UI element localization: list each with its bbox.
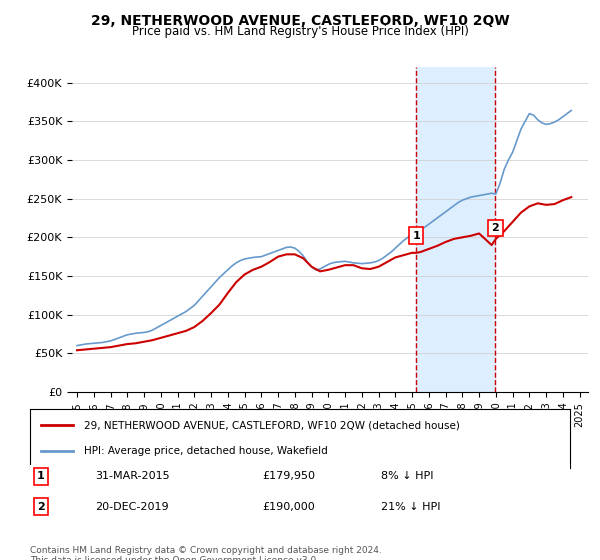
Text: 20-DEC-2019: 20-DEC-2019 xyxy=(95,502,169,512)
Bar xyxy=(416,67,496,392)
Text: £179,950: £179,950 xyxy=(262,472,315,482)
Text: 8% ↓ HPI: 8% ↓ HPI xyxy=(381,472,433,482)
Text: 29, NETHERWOOD AVENUE, CASTLEFORD, WF10 2QW: 29, NETHERWOOD AVENUE, CASTLEFORD, WF10 … xyxy=(91,14,509,28)
Text: Contains HM Land Registry data © Crown copyright and database right 2024.
This d: Contains HM Land Registry data © Crown c… xyxy=(30,546,382,560)
Text: £190,000: £190,000 xyxy=(262,502,315,512)
Text: 31-MAR-2015: 31-MAR-2015 xyxy=(95,472,169,482)
Text: HPI: Average price, detached house, Wakefield: HPI: Average price, detached house, Wake… xyxy=(84,446,328,456)
Text: 21% ↓ HPI: 21% ↓ HPI xyxy=(381,502,440,512)
Text: Price paid vs. HM Land Registry's House Price Index (HPI): Price paid vs. HM Land Registry's House … xyxy=(131,25,469,38)
Text: 2: 2 xyxy=(491,223,499,233)
Text: 1: 1 xyxy=(412,231,420,241)
Text: 2: 2 xyxy=(37,502,44,512)
Text: 1: 1 xyxy=(37,472,44,482)
Text: 29, NETHERWOOD AVENUE, CASTLEFORD, WF10 2QW (detached house): 29, NETHERWOOD AVENUE, CASTLEFORD, WF10 … xyxy=(84,420,460,430)
